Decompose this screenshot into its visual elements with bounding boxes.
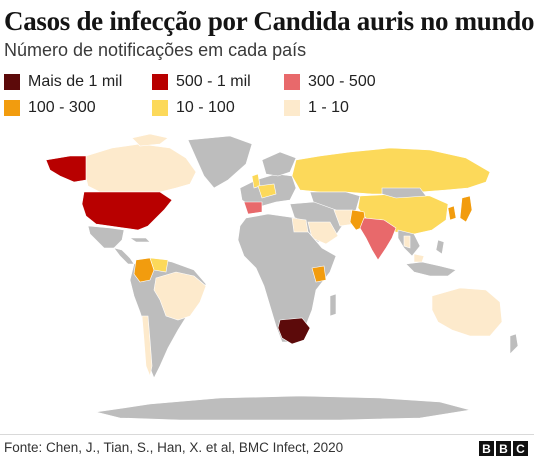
chart-title: Casos de infecção por Candida auris no m…	[4, 6, 534, 36]
central-america	[113, 247, 135, 265]
legend-swatch	[4, 74, 20, 90]
legend-swatch	[152, 100, 168, 116]
legend-item-100-300: 100 - 300	[4, 98, 96, 118]
legend-item-mais-de-1-mil: Mais de 1 mil	[4, 72, 122, 92]
caribbean	[129, 237, 151, 243]
antarctica	[95, 395, 471, 421]
indonesia	[405, 261, 457, 277]
legend-label: 10 - 100	[176, 99, 235, 116]
south-africa	[277, 317, 311, 345]
source-note: Fonte: Chen, J., Tian, S., Han, X. et al…	[4, 440, 344, 455]
canada-islands	[131, 133, 169, 147]
scandinavia	[261, 151, 297, 177]
legend-label: 300 - 500	[308, 73, 376, 90]
legend-swatch	[284, 100, 300, 116]
canada	[83, 143, 197, 193]
footer-divider	[0, 434, 534, 435]
bbc-logo-block: B	[479, 441, 494, 456]
bbc-logo-block: B	[496, 441, 511, 456]
legend-swatch	[284, 74, 300, 90]
usa	[81, 191, 173, 231]
world-map	[0, 130, 534, 430]
legend-item-10-100: 10 - 100	[152, 98, 235, 118]
legend-label: 1 - 10	[308, 99, 349, 116]
madagascar	[329, 293, 337, 317]
brazil	[153, 271, 207, 321]
bbc-logo: B B C	[479, 441, 528, 456]
legend: Mais de 1 mil 500 - 1 mil 300 - 500 100 …	[4, 72, 532, 122]
legend-swatch	[4, 100, 20, 116]
korea	[447, 205, 457, 221]
venezuela	[149, 257, 169, 273]
legend-swatch	[152, 74, 168, 90]
india	[359, 217, 397, 261]
legend-item-300-500: 300 - 500	[284, 72, 376, 92]
thailand	[403, 235, 411, 249]
chile	[141, 315, 153, 378]
world-map-svg	[45, 133, 519, 421]
legend-item-1-10: 1 - 10	[284, 98, 349, 118]
australia	[431, 287, 503, 337]
germany-france	[257, 183, 277, 199]
legend-item-500-1-mil: 500 - 1 mil	[152, 72, 251, 92]
bbc-logo-block: C	[513, 441, 528, 456]
legend-label: 500 - 1 mil	[176, 73, 251, 90]
legend-label: 100 - 300	[28, 99, 96, 116]
alaska	[45, 155, 87, 183]
new-zealand	[509, 333, 519, 355]
spain	[243, 201, 263, 215]
malaysia	[413, 253, 425, 263]
japan	[459, 195, 473, 223]
kenya	[311, 265, 327, 283]
chart-subtitle: Número de notificações em cada país	[4, 40, 307, 60]
russia	[291, 147, 491, 195]
mexico	[87, 225, 125, 249]
greenland	[187, 135, 253, 189]
legend-label: Mais de 1 mil	[28, 73, 123, 90]
mongolia	[381, 187, 427, 199]
philippines	[435, 239, 445, 255]
egypt	[291, 217, 309, 233]
